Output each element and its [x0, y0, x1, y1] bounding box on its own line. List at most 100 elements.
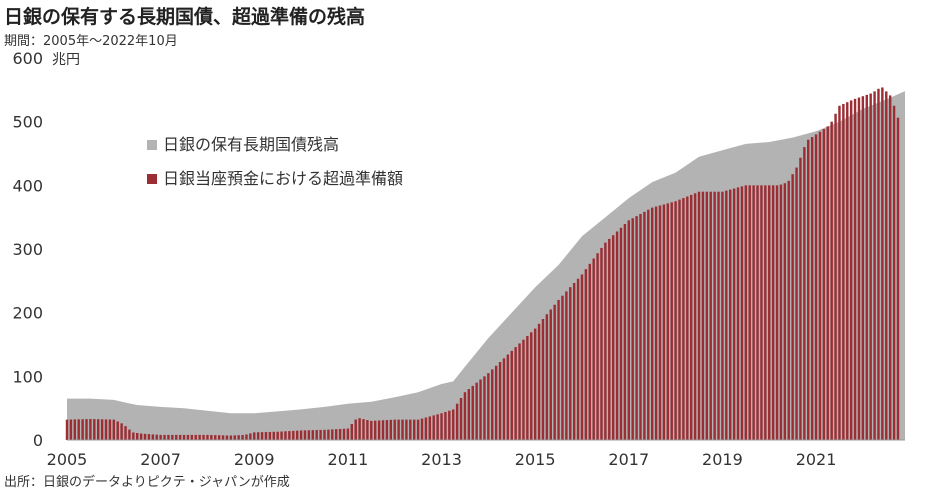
reserves-bar	[857, 97, 861, 440]
reserves-bar	[116, 421, 119, 440]
reserves-bar	[865, 94, 868, 441]
reserves-bar	[159, 434, 162, 440]
reserves-bar	[736, 187, 740, 440]
reserves-bar	[136, 433, 139, 440]
reserves-bar	[729, 189, 732, 440]
chart-title: 日銀の保有する長期国債、超過準備の残高	[4, 6, 366, 28]
reserves-bar	[771, 185, 775, 440]
reserves-bar	[428, 416, 432, 440]
reserves-bar	[233, 435, 236, 440]
reserves-bar	[346, 428, 350, 440]
reserves-bar	[237, 435, 240, 440]
reserves-bar	[249, 433, 252, 440]
reserves-bar	[569, 287, 572, 440]
reserves-bar	[73, 419, 77, 440]
chart-legend: 日銀の保有長期国債残高 日銀当座預金における超過準備額	[147, 135, 403, 188]
reserves-bar	[869, 93, 872, 441]
reserves-bar	[487, 373, 490, 440]
reserves-bar	[627, 220, 630, 440]
reserves-bar	[186, 434, 190, 440]
reserves-bar	[459, 397, 463, 440]
reserves-bar	[670, 202, 673, 440]
reserves-bar	[385, 420, 389, 440]
reserves-bar	[732, 188, 736, 440]
reserves-bar	[424, 417, 428, 440]
reserves-bar	[358, 418, 361, 440]
reserves-bar	[299, 430, 303, 440]
reserves-bar	[315, 430, 318, 440]
reserves-bar	[713, 191, 716, 440]
reserves-bar	[846, 102, 849, 441]
reserves-bar	[120, 423, 123, 440]
reserves-bar	[545, 314, 549, 440]
reserves-bar	[284, 431, 287, 440]
reserves-bar	[124, 426, 127, 440]
reserves-bar	[448, 410, 451, 440]
reserves-bar	[100, 419, 104, 440]
reserves-bar	[334, 429, 338, 440]
reserves-bar	[303, 430, 307, 440]
reserves-bar	[471, 385, 474, 440]
reserves-bar	[709, 191, 712, 440]
reserves-bar	[413, 419, 416, 440]
reserves-bar	[65, 419, 69, 440]
y-tick-label: 100	[12, 367, 43, 386]
reserves-bar	[838, 105, 841, 440]
reserves-bar	[354, 419, 357, 440]
reserves-bar	[643, 211, 646, 440]
reserves-bar	[795, 167, 798, 440]
x-axis-ticks: 2005 2007 2009 2011 2013 2015 2017 2019 2021	[47, 450, 837, 469]
reserves-bar	[526, 336, 529, 440]
reserves-bar	[775, 185, 779, 440]
reserves-bar	[787, 180, 790, 440]
reserves-bar	[658, 205, 662, 440]
reserves-bar	[350, 424, 354, 440]
reserves-bar	[768, 185, 771, 440]
reserves-bar	[604, 242, 607, 440]
reserves-bar	[541, 319, 545, 440]
reserves-bar	[128, 429, 131, 440]
reserves-bar	[654, 206, 658, 440]
y-tick-label: 0	[33, 431, 43, 450]
reserves-bar	[260, 432, 264, 440]
reserves-bar	[440, 413, 443, 440]
reserves-bar	[608, 238, 611, 440]
reserves-bar	[814, 134, 818, 440]
reserves-bar	[452, 409, 455, 440]
reserves-bar	[143, 433, 147, 440]
reserves-bar	[253, 432, 256, 440]
reserves-bar	[190, 434, 194, 440]
reserves-bar	[256, 432, 260, 440]
reserves-bar	[381, 420, 385, 440]
reserves-bar	[810, 137, 814, 441]
reserves-bar	[338, 428, 342, 440]
reserves-bar	[596, 253, 599, 440]
reserves-bar	[565, 291, 568, 440]
reserves-bar	[666, 203, 670, 440]
reserves-bar	[85, 419, 88, 440]
reserves-bar	[510, 350, 513, 440]
reserves-bar	[241, 435, 244, 440]
reserves-bar	[611, 235, 615, 440]
reserves-bar	[873, 91, 876, 441]
reserves-bar	[639, 213, 642, 440]
reserves-bar	[572, 282, 576, 440]
reserves-bar	[97, 419, 100, 440]
reserves-bar	[214, 435, 217, 440]
reserves-bar	[619, 227, 623, 440]
reserves-bar	[717, 191, 720, 440]
reserves-bar	[444, 411, 447, 440]
reserves-bar	[268, 431, 272, 440]
reserves-bar	[502, 358, 506, 440]
reserves-bar	[748, 185, 751, 440]
source-note: 出所：日銀のデータよりピクテ・ジャパンが作成	[4, 475, 290, 490]
reserves-bar	[436, 414, 439, 440]
reserves-bar	[272, 431, 275, 440]
reserves-bar	[791, 174, 794, 440]
reserves-bar-layer	[65, 87, 900, 441]
reserves-bar	[584, 269, 588, 440]
reserves-bar	[752, 185, 755, 440]
reserves-bar	[292, 430, 295, 440]
reserves-bar	[807, 139, 810, 440]
